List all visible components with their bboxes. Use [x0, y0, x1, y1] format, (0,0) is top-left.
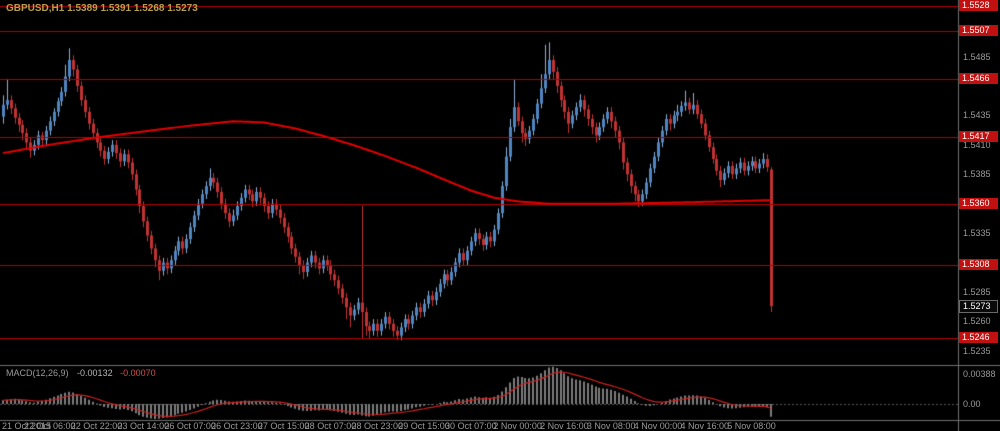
macd-axis-zero-label: 0.00	[963, 399, 981, 410]
hline-price-label[interactable]: 1.5360	[959, 197, 998, 209]
macd-main-value: -0.00132	[77, 368, 113, 378]
time-axis-label: 27 Oct 15:00	[257, 421, 310, 431]
macd-axis-max-label: 0.00388	[963, 369, 996, 379]
time-axis-label: 26 Oct 07:00	[164, 421, 216, 431]
time-axis-label: 22 Oct 22:00	[70, 421, 123, 431]
chart-ohlc-title: GBPUSD,H1 1.5389 1.5391 1.5268 1.5273	[6, 3, 198, 14]
price-axis-label: 1.5385	[963, 169, 991, 180]
time-axis-label: 2 Nov 00:00	[493, 421, 542, 431]
time-axis-label: 4 Nov 16:00	[680, 421, 730, 431]
current-price-label: 1.5273	[959, 300, 998, 314]
time-axis-label: 3 Nov 08:00	[586, 421, 636, 431]
price-axis-label: 1.5260	[963, 316, 991, 327]
time-axis-label: 21 Oct 2015	[2, 421, 52, 431]
time-axis-label: 2 Nov 16:00	[540, 421, 589, 431]
time-axis-label: 28 Oct 07:00	[304, 421, 357, 431]
price-axis-label: 1.5285	[963, 287, 991, 297]
time-axis-label: 4 Nov 00:00	[633, 421, 683, 431]
time-axis-label: 28 Oct 23:00	[351, 421, 404, 431]
hline-price-label[interactable]: 1.5417	[959, 130, 998, 142]
hline-price-label[interactable]: 1.5308	[959, 258, 998, 270]
time-axis-label: 26 Oct 23:00	[211, 421, 263, 431]
time-axis-label: 5 Nov 08:00	[727, 421, 776, 431]
time-axis-label: 22 Oct 06:00	[23, 421, 76, 431]
price-axis-label: 1.5435	[963, 110, 991, 121]
macd-name: MACD(12,26,9)	[6, 368, 69, 378]
time-axis-label: 30 Oct 07:00	[445, 421, 497, 431]
hline-price-label[interactable]: 1.5466	[959, 72, 998, 84]
price-axis-label: 1.5235	[963, 345, 991, 356]
time-axis-label: 29 Oct 15:00	[398, 421, 450, 431]
time-axis-label: 23 Oct 14:00	[117, 421, 170, 431]
price-axis-label: 1.5335	[963, 228, 991, 239]
hline-price-label[interactable]: 1.5528	[959, 0, 998, 11]
hline-price-label[interactable]: 1.5507	[959, 24, 998, 36]
hline-price-label[interactable]: 1.5246	[959, 331, 998, 343]
price-axis-label: 1.5485	[963, 51, 991, 62]
macd-indicator-label: MACD(12,26,9) -0.00132 -0.00070	[6, 368, 156, 378]
macd-signal-value: -0.00070	[120, 368, 156, 378]
price-axis-label: 1.5410	[963, 139, 991, 150]
